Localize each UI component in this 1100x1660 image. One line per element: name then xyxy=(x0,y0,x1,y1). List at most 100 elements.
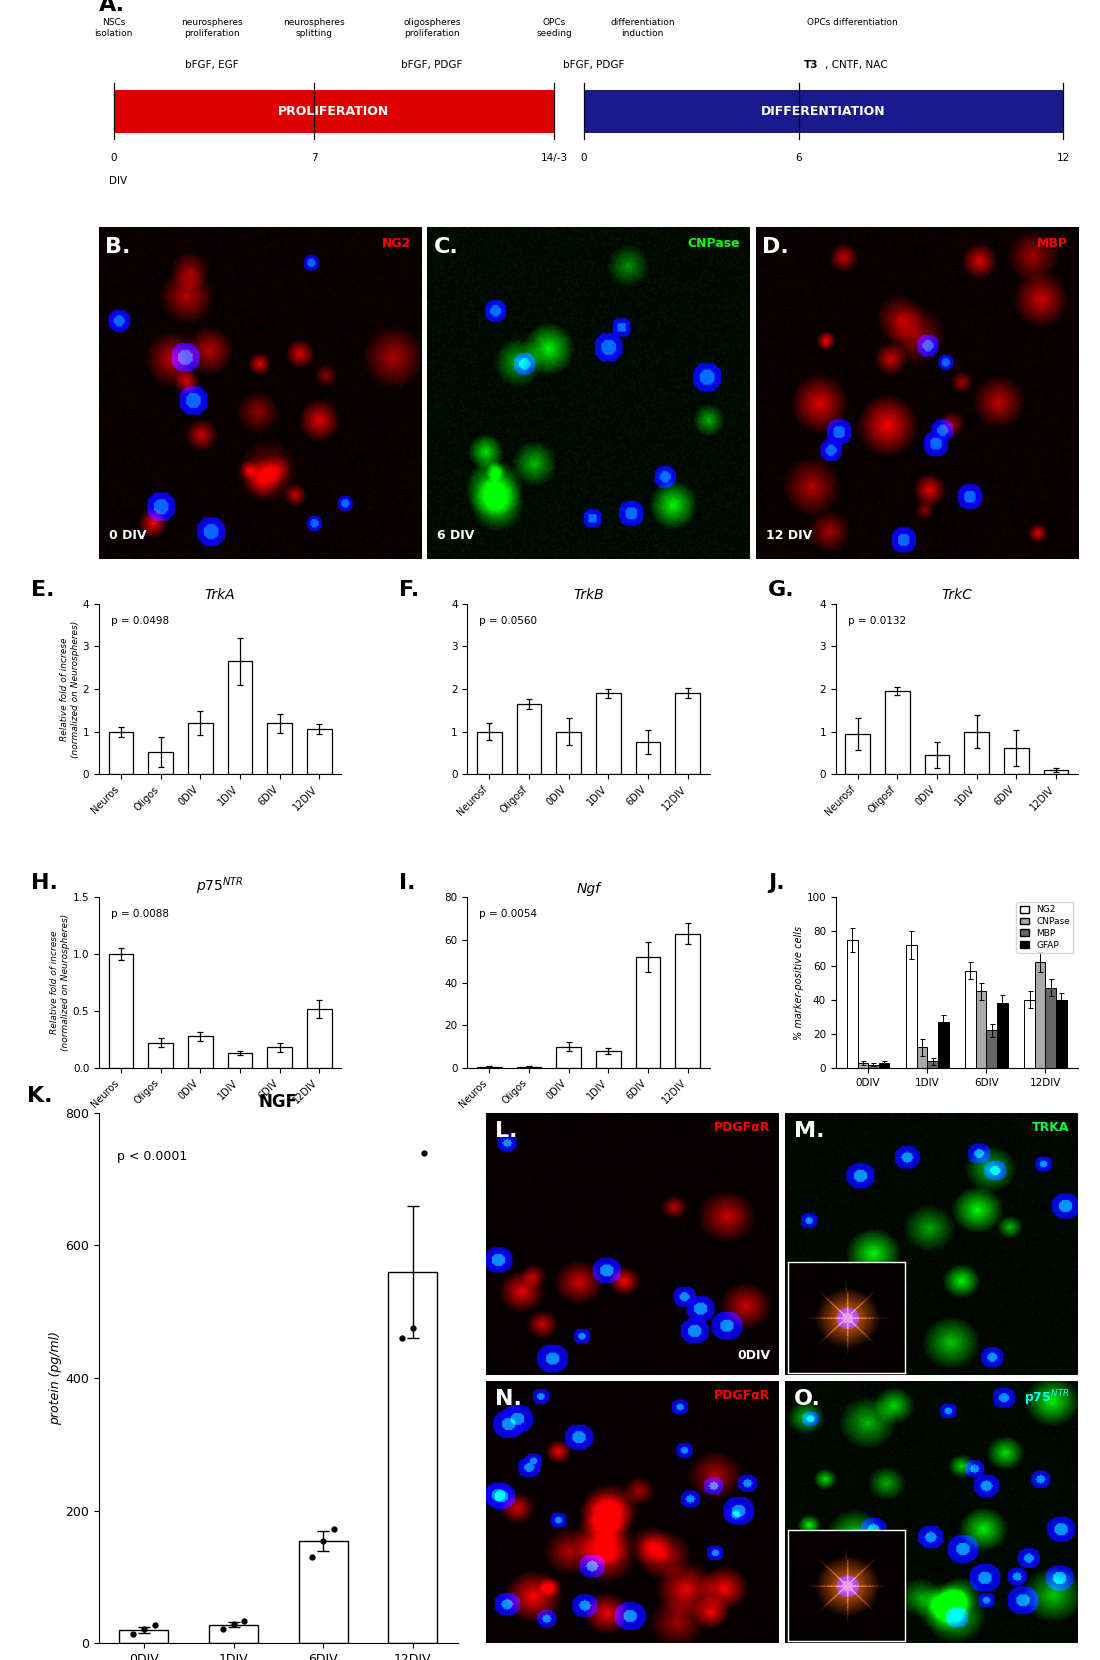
Title: NGF: NGF xyxy=(258,1094,298,1111)
Text: CNPase: CNPase xyxy=(688,237,740,251)
Bar xyxy=(879,1062,890,1067)
Bar xyxy=(1044,770,1068,774)
Bar xyxy=(148,752,173,774)
Bar xyxy=(925,755,949,774)
Text: M.: M. xyxy=(794,1120,824,1140)
Text: NG2: NG2 xyxy=(382,237,411,251)
Bar xyxy=(675,933,700,1067)
Bar xyxy=(965,732,989,774)
Text: p < 0.0001: p < 0.0001 xyxy=(117,1150,187,1164)
Legend: NG2, CNPase, MBP, GFAP: NG2, CNPase, MBP, GFAP xyxy=(1016,901,1074,953)
Text: p = 0.0498: p = 0.0498 xyxy=(111,616,169,626)
Y-axis label: % marker-positive cells: % marker-positive cells xyxy=(793,926,803,1039)
Title: TrkC: TrkC xyxy=(942,589,972,603)
Bar xyxy=(596,1051,620,1067)
Title: Ngf: Ngf xyxy=(576,881,601,896)
Bar xyxy=(596,694,620,774)
Text: bFGF, PDGF: bFGF, PDGF xyxy=(402,60,462,70)
Text: C.: C. xyxy=(433,237,459,257)
Bar xyxy=(557,1046,581,1067)
Text: DIFFERENTIATION: DIFFERENTIATION xyxy=(761,105,886,118)
Bar xyxy=(113,90,554,133)
Text: PDGFαR: PDGFαR xyxy=(714,1388,770,1401)
Bar xyxy=(847,940,858,1067)
Bar xyxy=(636,958,660,1067)
Bar xyxy=(927,1061,938,1067)
Text: L.: L. xyxy=(495,1120,517,1140)
Text: PDGFαR: PDGFαR xyxy=(714,1120,770,1134)
Text: 0: 0 xyxy=(581,153,587,163)
Bar xyxy=(987,1031,997,1067)
Text: p = 0.0054: p = 0.0054 xyxy=(480,910,538,920)
Bar xyxy=(858,1062,868,1067)
Text: NSCs
isolation: NSCs isolation xyxy=(95,18,133,38)
Text: J.: J. xyxy=(768,873,784,893)
Bar xyxy=(1045,988,1056,1067)
Text: neurospheres
splitting: neurospheres splitting xyxy=(284,18,345,38)
Text: OPCs
seeding: OPCs seeding xyxy=(537,18,572,38)
Bar xyxy=(906,945,916,1067)
Bar xyxy=(109,954,133,1067)
Text: F.: F. xyxy=(399,579,420,599)
Text: p75$^{NTR}$: p75$^{NTR}$ xyxy=(1024,1388,1069,1408)
Text: B.: B. xyxy=(106,237,131,257)
Text: PROLIFERATION: PROLIFERATION xyxy=(278,105,389,118)
Text: DIV: DIV xyxy=(109,176,126,186)
Text: 12: 12 xyxy=(1057,153,1070,163)
Bar xyxy=(636,742,660,774)
Bar xyxy=(997,1003,1008,1067)
Bar xyxy=(1024,999,1035,1067)
Bar xyxy=(228,1052,252,1067)
Text: 0DIV: 0DIV xyxy=(737,1350,770,1363)
Text: 0: 0 xyxy=(110,153,117,163)
Bar xyxy=(868,1064,879,1067)
Text: E.: E. xyxy=(31,579,55,599)
Bar xyxy=(267,724,293,774)
Text: neurospheres
proliferation: neurospheres proliferation xyxy=(180,18,242,38)
Bar xyxy=(388,1272,438,1643)
Text: MBP: MBP xyxy=(1037,237,1068,251)
Bar xyxy=(916,1047,927,1067)
Text: bFGF, EGF: bFGF, EGF xyxy=(185,60,239,70)
Bar xyxy=(298,1540,348,1643)
Bar xyxy=(109,732,133,774)
Text: p = 0.0088: p = 0.0088 xyxy=(111,910,169,920)
Text: p = 0.0560: p = 0.0560 xyxy=(480,616,538,626)
Text: D.: D. xyxy=(762,237,789,257)
Title: $p75^{NTR}$: $p75^{NTR}$ xyxy=(196,876,244,898)
Text: T3: T3 xyxy=(804,60,818,70)
Bar xyxy=(584,90,1064,133)
Text: 12 DIV: 12 DIV xyxy=(766,530,812,543)
Bar xyxy=(675,694,700,774)
Bar xyxy=(307,1009,332,1067)
Text: A.: A. xyxy=(99,0,125,15)
Text: differentiation
induction: differentiation induction xyxy=(610,18,674,38)
Bar xyxy=(884,691,910,774)
Bar xyxy=(188,1036,212,1067)
Text: 0 DIV: 0 DIV xyxy=(109,530,146,543)
Y-axis label: Relative fold of increse
(normalized on Neurospheres): Relative fold of increse (normalized on … xyxy=(60,621,80,757)
Text: oligospheres
proliferation: oligospheres proliferation xyxy=(403,18,461,38)
Bar xyxy=(267,1047,293,1067)
Title: TrkB: TrkB xyxy=(573,589,604,603)
Bar xyxy=(965,971,976,1067)
Text: G.: G. xyxy=(768,579,794,599)
Text: 14/-3: 14/-3 xyxy=(541,153,568,163)
Bar xyxy=(119,1630,168,1643)
Bar xyxy=(228,661,252,774)
Bar xyxy=(148,1042,173,1067)
Bar xyxy=(976,991,987,1067)
Text: 6 DIV: 6 DIV xyxy=(437,530,474,543)
Text: 7: 7 xyxy=(311,153,318,163)
Bar xyxy=(1004,749,1028,774)
Y-axis label: Relative fold of increse
(normalized on Neurospheres): Relative fold of increse (normalized on … xyxy=(51,915,70,1051)
Text: N.: N. xyxy=(495,1388,521,1409)
Text: O.: O. xyxy=(794,1388,821,1409)
Bar xyxy=(517,704,541,774)
Bar xyxy=(188,724,212,774)
Bar xyxy=(938,1023,948,1067)
Text: OPCs differentiation: OPCs differentiation xyxy=(807,18,899,27)
Text: H.: H. xyxy=(31,873,58,893)
Bar xyxy=(845,734,870,774)
Bar xyxy=(1056,999,1067,1067)
